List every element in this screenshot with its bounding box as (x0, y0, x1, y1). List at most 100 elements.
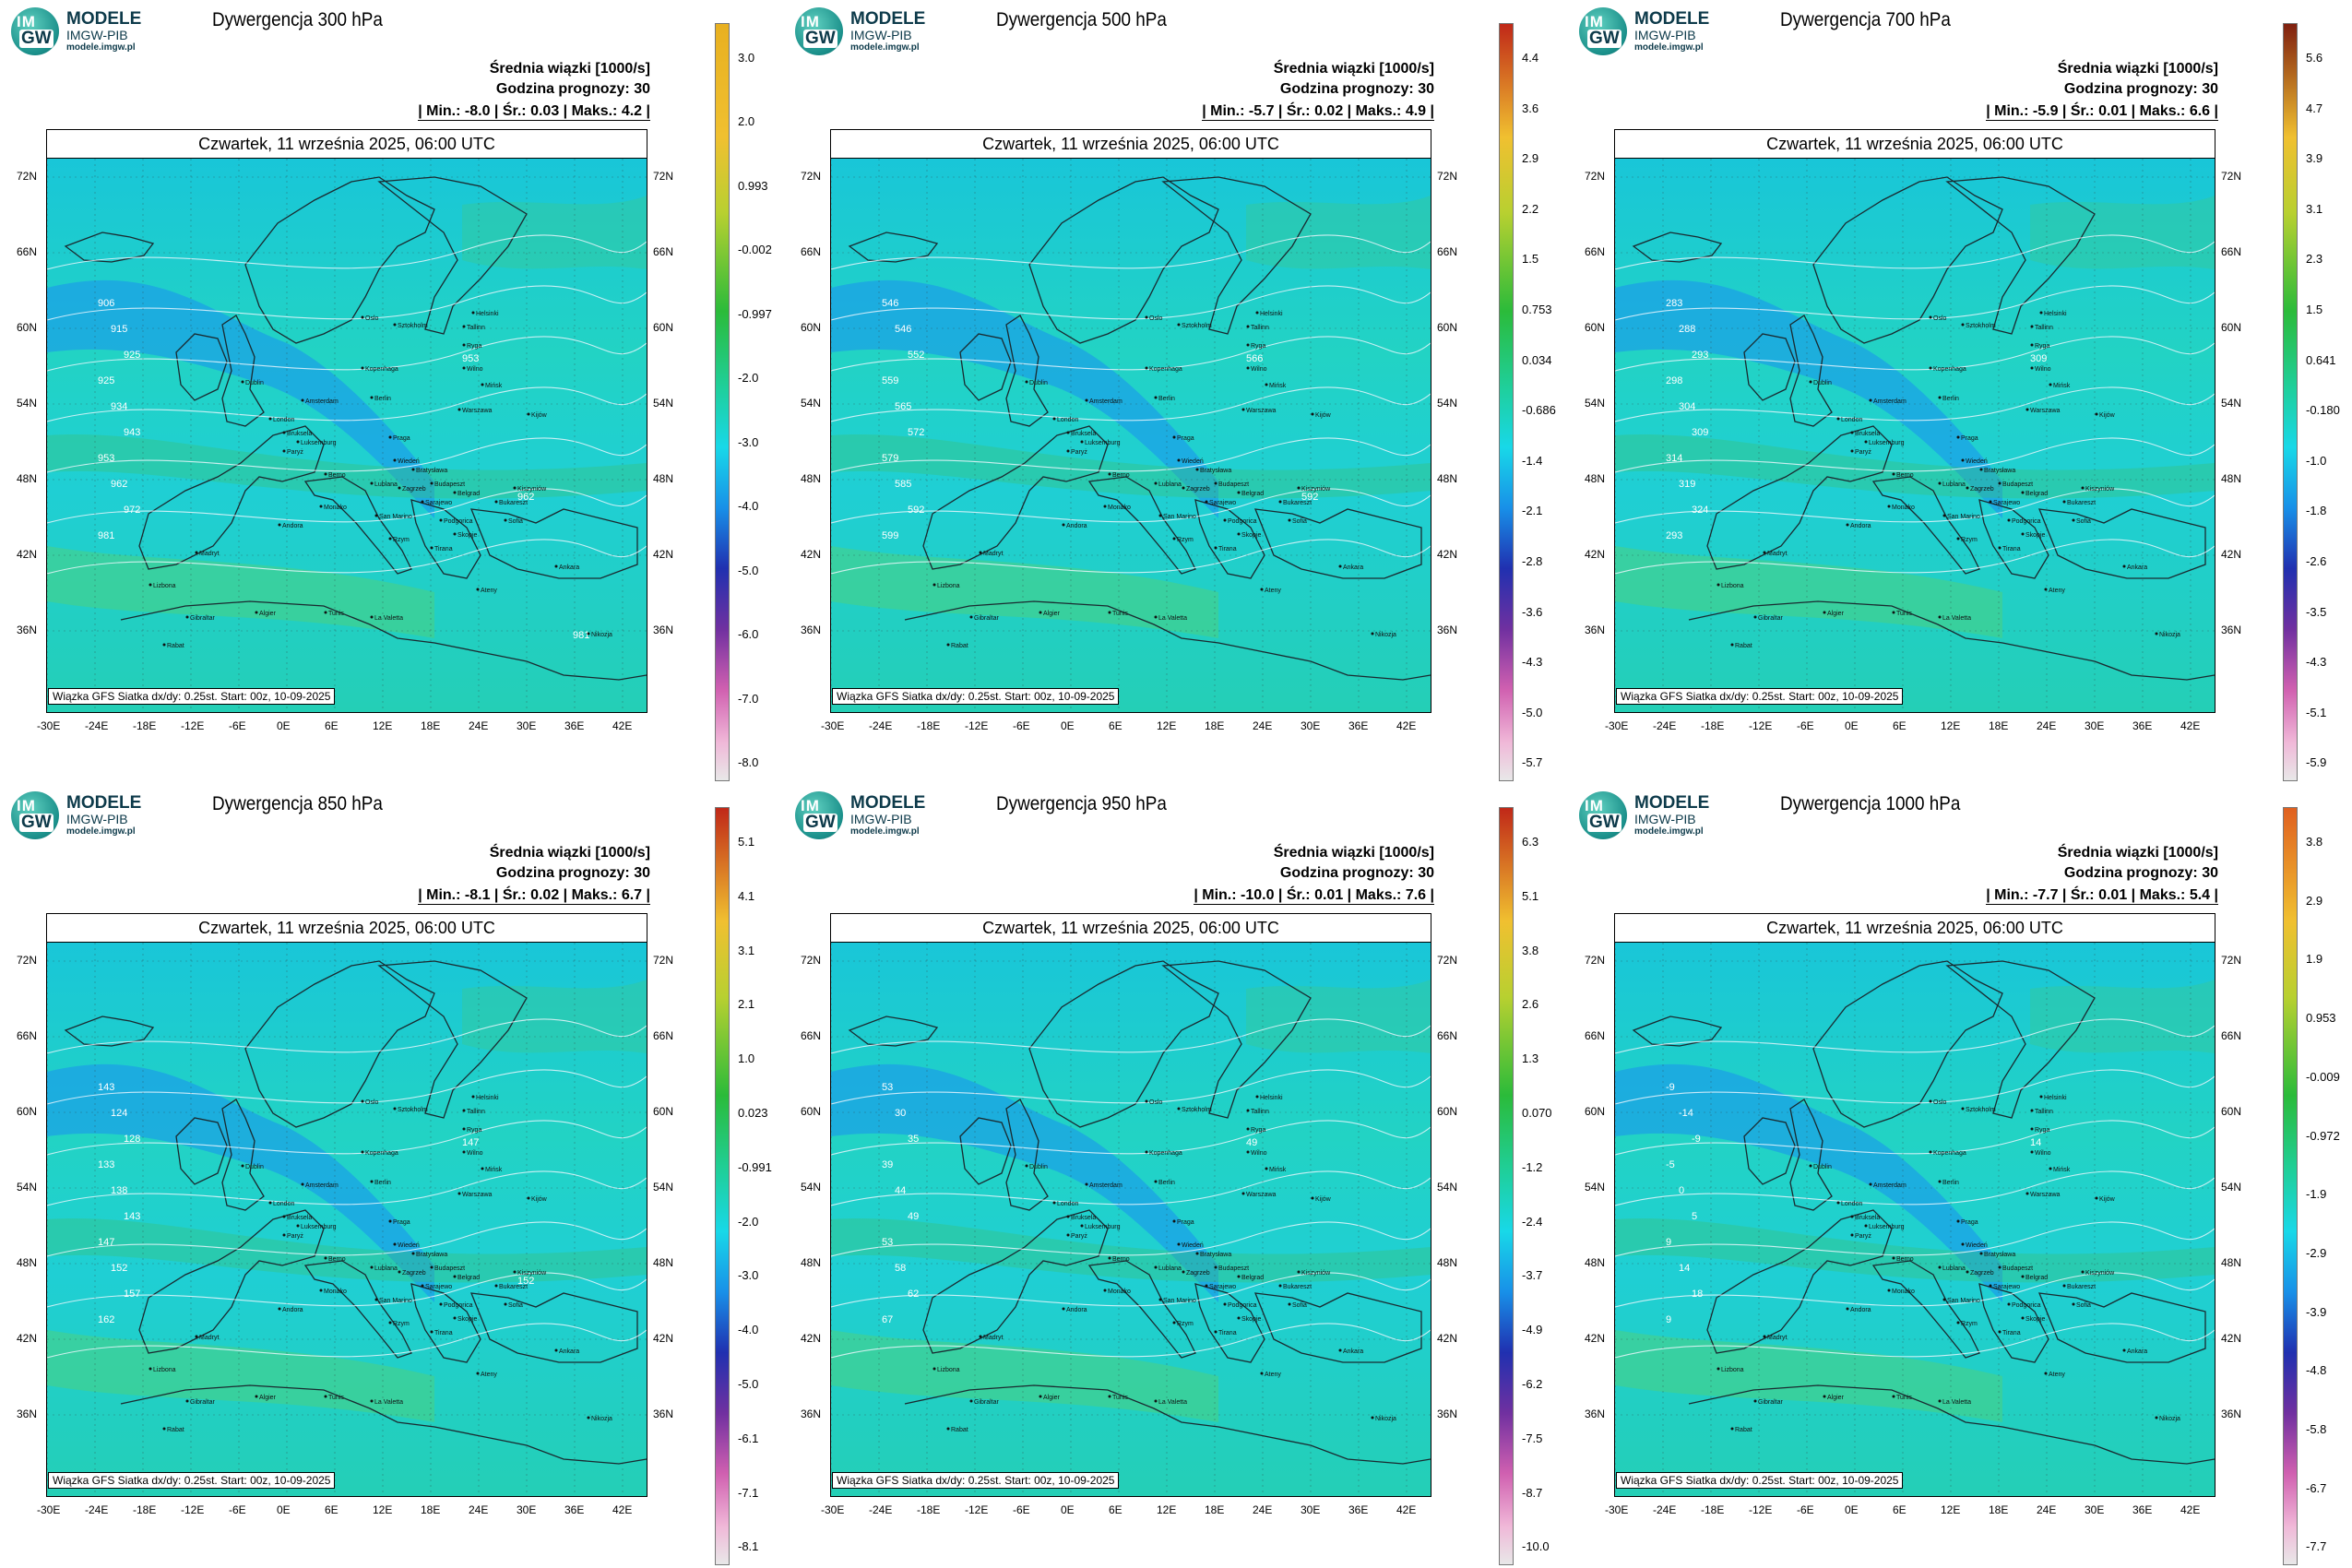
longitude-label: 0E (277, 1503, 291, 1516)
city-label: Lizbona (1721, 583, 1744, 589)
city-label: Gibraltar (190, 615, 216, 622)
stats-sep: | (642, 103, 650, 119)
city-label: Tunis (1112, 611, 1128, 617)
latitude-label-right: 42N (2221, 548, 2242, 561)
isoline-label: 565 (895, 401, 911, 412)
isoline-label: 288 (1679, 324, 1695, 335)
city-marker (1892, 1395, 1895, 1398)
coastline (410, 1283, 481, 1363)
city-label: Tunis (1112, 1395, 1128, 1401)
isoline (831, 437, 1431, 473)
city-marker (1864, 440, 1868, 444)
isoline-label: 309 (1692, 427, 1708, 438)
coastline (904, 1384, 1431, 1465)
product-subtitle: Średnia wiązki [1000/s] (1273, 845, 1434, 861)
city-marker (1260, 588, 1264, 591)
colorbar-tick-label: -1.0 (2306, 453, 2327, 468)
city-label: Lublana (1158, 1265, 1182, 1272)
city-label: Tallinn (2035, 1109, 2053, 1115)
city-label: Sarajewo (425, 1284, 452, 1290)
city-label: Monako (324, 1289, 347, 1295)
city-label: Bukareszt (499, 1284, 528, 1290)
logo-emblem: IM GW (795, 7, 843, 55)
city-label: Bratysława (1984, 1252, 2015, 1258)
city-marker (471, 1095, 475, 1099)
colorbar-tick-label: 3.6 (1522, 101, 1539, 115)
city-marker (1942, 514, 1946, 517)
city-marker (2030, 325, 2034, 328)
city-label: London (1057, 1201, 1078, 1207)
coastline (377, 960, 528, 1119)
city-marker (2021, 532, 2025, 536)
city-label: Oslo (365, 1099, 379, 1106)
stats-avg: 0.01 (2098, 103, 2128, 119)
isoline (47, 1069, 647, 1105)
city-marker (2095, 412, 2098, 416)
stats-sep: | Min.: (1202, 103, 1249, 119)
longitude-label: -18E (917, 1503, 941, 1516)
latitude-label-left: 66N (17, 245, 38, 258)
latitude-label-right: 36N (1437, 624, 1458, 636)
city-label: Lublana (1942, 481, 1966, 488)
city-marker (1108, 1256, 1111, 1260)
city-marker (1869, 398, 1872, 402)
city-marker (2021, 1275, 2025, 1278)
city-marker (1998, 546, 2002, 550)
latitude-label-left: 72N (801, 170, 822, 183)
city-marker (1158, 514, 1162, 517)
city-label: Budapeszt (2002, 1265, 2033, 1272)
longitude-label: -18E (917, 719, 941, 732)
colorbar-tick-label: -5.0 (738, 563, 759, 577)
city-label: Sarajewo (1993, 500, 2020, 506)
latitude-label-right: 66N (653, 245, 674, 258)
forecast-hour: Godzina prognozy: 30 (1279, 865, 1434, 881)
city-marker (1205, 1284, 1208, 1288)
coastline (64, 1016, 155, 1047)
colorbar-tick-label: 2.1 (738, 997, 755, 1012)
isoline (1615, 1018, 2215, 1054)
colorbar-tick-label: -2.4 (1522, 1214, 1543, 1229)
longitude-label: 42E (1396, 1503, 1417, 1516)
city-marker (439, 1302, 443, 1306)
city-label: Kiszyniów (2085, 486, 2115, 493)
colorbar-tick-label: -6.2 (1522, 1377, 1543, 1391)
city-label: Wiedeń (1966, 458, 1988, 465)
isoline (47, 1323, 647, 1359)
city-marker (2122, 564, 2126, 568)
city-marker (1836, 1201, 1840, 1205)
colorbar-tick-label: 0.753 (1522, 303, 1552, 316)
city-label: Rzym (393, 1321, 410, 1327)
colorbar-tick-label: 1.5 (1522, 252, 1539, 267)
panel-title: Dywergencja 300 hPa (212, 9, 383, 30)
longitude-label: 6E (1109, 719, 1123, 732)
latitude-label-left: 42N (801, 1332, 822, 1345)
city-label: Rabat (1735, 1427, 1752, 1433)
city-marker (1103, 505, 1107, 508)
longitude-label: 42E (2180, 719, 2201, 732)
coastline (1632, 232, 1723, 263)
coastline (1812, 960, 2003, 1128)
longitude-label: -24E (1653, 719, 1677, 732)
city-marker (476, 1372, 480, 1375)
forecast-panel: IM GW MODELE IMGW-PIB modele.imgw.pl Dywergen… (0, 0, 784, 784)
coastline (1028, 176, 1219, 344)
isoline-label: 579 (882, 453, 898, 464)
colorbar-tick-label: -2.0 (738, 1214, 759, 1229)
city-marker (1371, 1416, 1374, 1420)
colorbar-tick-label: 1.3 (1522, 1051, 1539, 1066)
map-canvas: 283 288 293 298 304 309 314 319 324 293 309 Oslo Hel… (1615, 159, 2215, 712)
city-label: Ankara (1343, 1348, 1363, 1355)
city-marker (471, 311, 475, 315)
city-marker (1052, 1201, 1056, 1205)
isoline-label: 572 (908, 427, 924, 438)
longitude-label: -30E (821, 1503, 845, 1516)
city-label: Amsterdam (1873, 1182, 1907, 1189)
stats-min: -5.7 (1248, 103, 1275, 119)
city-marker (1223, 1302, 1227, 1306)
city-label: Sofia (2076, 1302, 2091, 1309)
isoline-label: 599 (882, 530, 898, 541)
city-label: Andora (1066, 523, 1087, 529)
latitude-label-left: 60N (801, 321, 822, 334)
city-marker (411, 468, 415, 471)
city-marker (2030, 1109, 2034, 1112)
